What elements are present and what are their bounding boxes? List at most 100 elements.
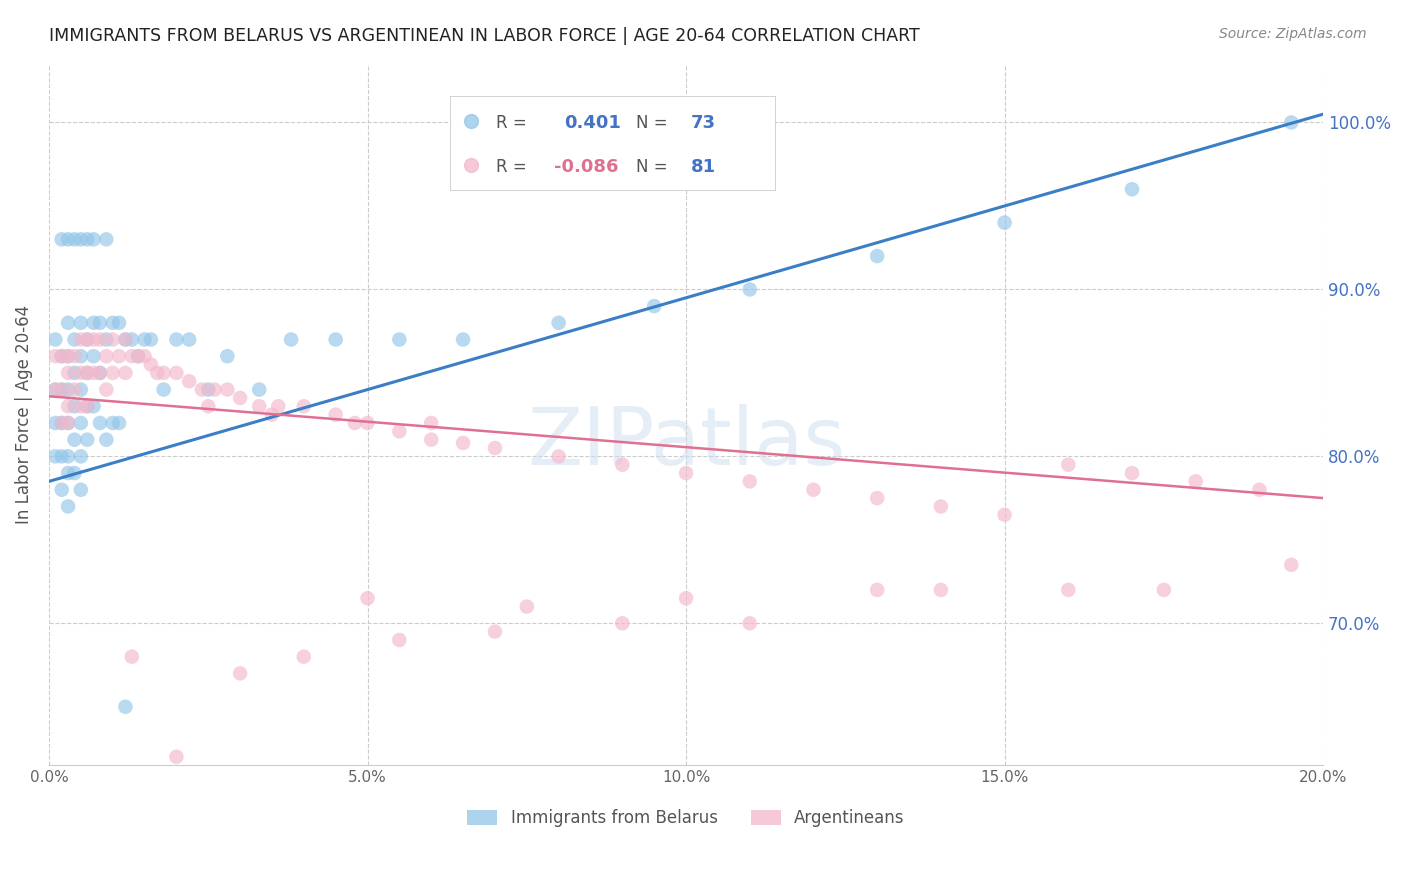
- Point: [152, 383, 174, 397]
- Point: [675, 466, 697, 480]
- Point: [260, 408, 283, 422]
- Point: [1057, 582, 1080, 597]
- Point: [114, 699, 136, 714]
- Point: [96, 433, 118, 447]
- Text: Source: ZipAtlas.com: Source: ZipAtlas.com: [1219, 27, 1367, 41]
- Point: [247, 399, 270, 413]
- Point: [612, 458, 634, 472]
- Point: [191, 383, 214, 397]
- Point: [451, 436, 474, 450]
- Text: IMMIGRANTS FROM BELARUS VS ARGENTINEAN IN LABOR FORCE | AGE 20-64 CORRELATION CH: IMMIGRANTS FROM BELARUS VS ARGENTINEAN I…: [49, 27, 920, 45]
- Point: [56, 416, 79, 430]
- Point: [56, 450, 79, 464]
- Point: [51, 349, 73, 363]
- Point: [547, 316, 569, 330]
- Point: [127, 349, 149, 363]
- Point: [51, 416, 73, 430]
- Point: [866, 582, 889, 597]
- Point: [44, 416, 66, 430]
- Point: [229, 666, 252, 681]
- Point: [516, 599, 538, 614]
- Point: [76, 399, 98, 413]
- Point: [83, 349, 105, 363]
- Point: [179, 333, 201, 347]
- Point: [267, 399, 290, 413]
- Point: [51, 416, 73, 430]
- Point: [1057, 458, 1080, 472]
- Point: [63, 399, 86, 413]
- Point: [96, 232, 118, 246]
- Point: [69, 383, 91, 397]
- Point: [44, 333, 66, 347]
- Point: [866, 249, 889, 263]
- Text: ZIPatlas: ZIPatlas: [527, 404, 845, 482]
- Point: [1153, 582, 1175, 597]
- Point: [217, 349, 239, 363]
- Point: [420, 416, 443, 430]
- Point: [356, 591, 378, 606]
- Point: [179, 374, 201, 388]
- Point: [127, 349, 149, 363]
- Point: [56, 232, 79, 246]
- Point: [63, 383, 86, 397]
- Point: [44, 383, 66, 397]
- Point: [247, 383, 270, 397]
- Point: [56, 383, 79, 397]
- Point: [738, 282, 761, 296]
- Point: [89, 316, 111, 330]
- Point: [69, 316, 91, 330]
- Point: [76, 366, 98, 380]
- Point: [69, 349, 91, 363]
- Point: [484, 624, 506, 639]
- Point: [56, 500, 79, 514]
- Point: [83, 333, 105, 347]
- Point: [1121, 182, 1143, 196]
- Point: [197, 383, 219, 397]
- Point: [63, 232, 86, 246]
- Point: [69, 333, 91, 347]
- Point: [51, 232, 73, 246]
- Point: [643, 299, 665, 313]
- Point: [69, 483, 91, 497]
- Point: [56, 349, 79, 363]
- Point: [420, 433, 443, 447]
- Point: [108, 316, 131, 330]
- Point: [89, 416, 111, 430]
- Point: [83, 232, 105, 246]
- Point: [76, 333, 98, 347]
- Point: [76, 366, 98, 380]
- Point: [204, 383, 226, 397]
- Point: [292, 399, 315, 413]
- Point: [165, 366, 187, 380]
- Point: [165, 333, 187, 347]
- Point: [101, 316, 124, 330]
- Point: [44, 349, 66, 363]
- Point: [165, 749, 187, 764]
- Point: [803, 483, 825, 497]
- Point: [56, 366, 79, 380]
- Point: [929, 500, 952, 514]
- Point: [89, 366, 111, 380]
- Point: [114, 333, 136, 347]
- Point: [101, 416, 124, 430]
- Point: [325, 333, 347, 347]
- Point: [114, 366, 136, 380]
- Point: [63, 466, 86, 480]
- Point: [69, 450, 91, 464]
- Point: [121, 349, 143, 363]
- Point: [69, 399, 91, 413]
- Point: [325, 408, 347, 422]
- Point: [56, 316, 79, 330]
- Point: [292, 649, 315, 664]
- Y-axis label: In Labor Force | Age 20-64: In Labor Force | Age 20-64: [15, 305, 32, 524]
- Point: [994, 508, 1017, 522]
- Point: [96, 383, 118, 397]
- Point: [56, 416, 79, 430]
- Point: [108, 349, 131, 363]
- Legend: Immigrants from Belarus, Argentineans: Immigrants from Belarus, Argentineans: [461, 803, 911, 834]
- Point: [197, 399, 219, 413]
- Point: [612, 616, 634, 631]
- Point: [675, 591, 697, 606]
- Point: [229, 391, 252, 405]
- Point: [76, 333, 98, 347]
